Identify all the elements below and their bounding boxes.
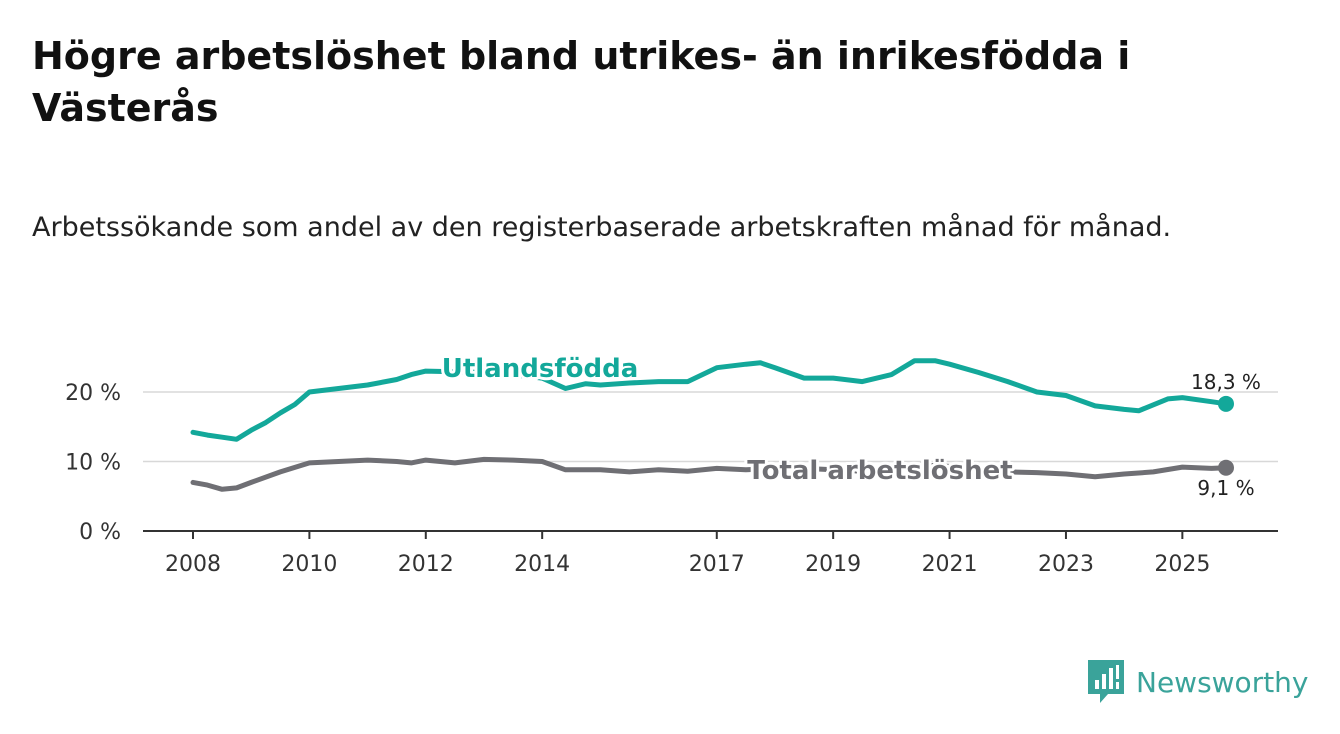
series-lines: [190, 358, 1234, 492]
series-label-utlandsfodda: Utlandsfödda: [442, 354, 639, 384]
newsworthy-brand[interactable]: Newsworthy: [1088, 660, 1309, 704]
series-line-total: [190, 456, 1229, 492]
x-tick-label: 2014: [514, 552, 570, 577]
x-tick-label: 2021: [922, 552, 978, 577]
grid-lines: [143, 391, 1278, 463]
chart-title: Högre arbetslöshet bland utrikes- än inr…: [32, 34, 1131, 130]
x-tick-label: 2008: [165, 552, 221, 577]
x-tick-label: 2025: [1154, 552, 1210, 577]
end-point-total: [1218, 459, 1234, 476]
series-labels: Utlandsfödda Total arbetslöshet 18,3 % 9,1 …: [439, 351, 1261, 500]
end-point-utlandsfodda: [1218, 395, 1234, 412]
y-tick-label: 20 %: [65, 381, 121, 406]
x-tick-label: 2017: [689, 552, 745, 577]
end-label-utlandsfodda: 18,3 %: [1191, 370, 1261, 394]
y-tick-label: 10 %: [65, 451, 121, 476]
x-tick-label: 2023: [1038, 552, 1094, 577]
end-label-total: 9,1 %: [1197, 476, 1254, 500]
newsworthy-logo-icon: [1088, 660, 1124, 703]
series-line-utlandsfodda: [190, 358, 1229, 442]
axes: 0 % 10 % 20 % 2008 2010 2012 2014 2017 2019 2021 2…: [65, 381, 1278, 577]
series-label-total: Total arbetslöshet: [747, 456, 1012, 486]
x-tick-label: 2019: [805, 552, 861, 577]
chart-subtitle: Arbetssökande som andel av den registerb…: [32, 212, 1172, 243]
x-tick-label: 2012: [398, 552, 454, 577]
x-tick-label: 2010: [281, 552, 337, 577]
y-tick-label: 0 %: [79, 520, 121, 545]
brand-name: Newsworthy: [1136, 665, 1309, 699]
